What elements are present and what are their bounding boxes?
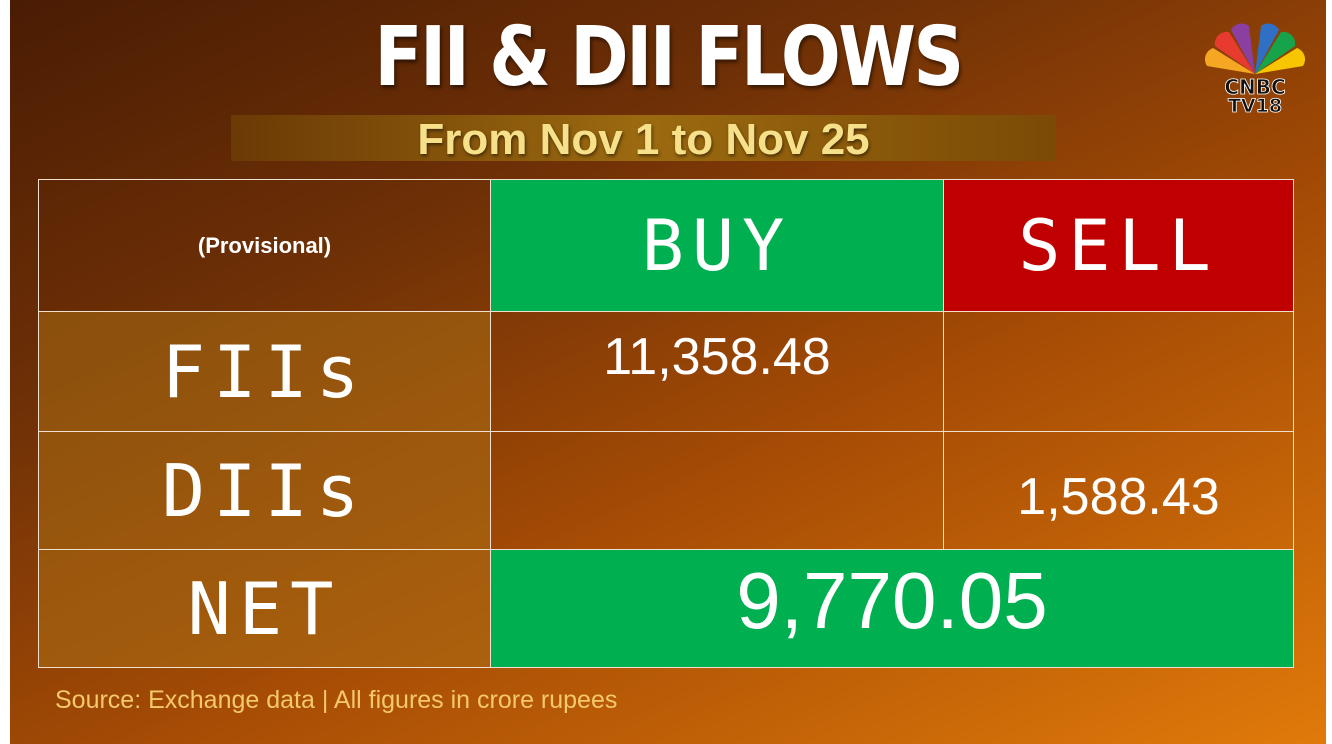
subtitle-bar	[231, 115, 1056, 161]
sell-value: 1,588.43	[943, 431, 1294, 550]
header-cell: (Provisional)	[38, 179, 491, 312]
net-value: 9,770.05	[490, 549, 1294, 668]
source-note: Source: Exchange data | All figures in c…	[55, 686, 618, 714]
logo: CNBC TV18	[1200, 22, 1310, 122]
empty-cell	[490, 431, 944, 550]
logo-peacock: CNBC TV18	[1204, 23, 1306, 117]
logo-brand: CNBC	[1224, 75, 1285, 99]
row-label: FIIs	[38, 311, 491, 432]
row-label: NET	[38, 549, 491, 668]
header-cell: BUY	[490, 179, 944, 312]
row-label: DIIs	[38, 431, 491, 550]
title: FII & DII FLOWS	[374, 10, 964, 105]
subtitle: From Nov 1 to Nov 25	[417, 115, 870, 164]
header-cell: SELL	[943, 179, 1294, 312]
buy-value: 11,358.48	[490, 311, 944, 432]
empty-cell	[943, 311, 1294, 432]
logo-network: TV18	[1228, 95, 1282, 117]
